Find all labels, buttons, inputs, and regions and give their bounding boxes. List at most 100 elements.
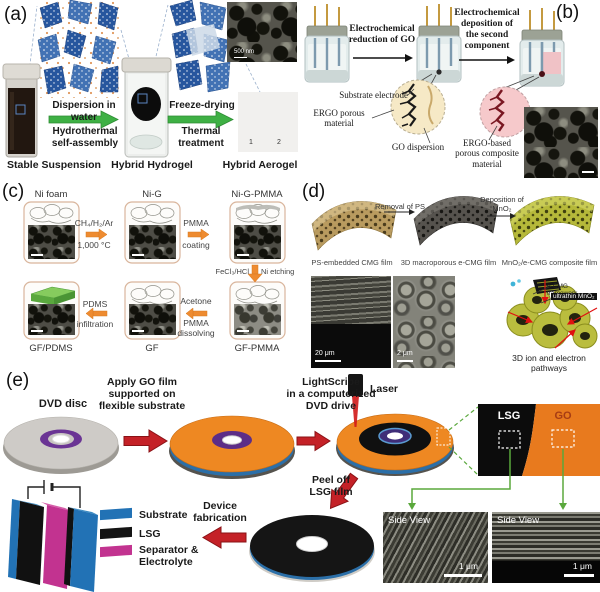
panel-a-graphics xyxy=(2,0,293,158)
step-removal-ps: Removal of PS xyxy=(374,202,426,211)
side-view-label: Side View xyxy=(497,515,540,526)
magnifier-composite xyxy=(479,75,540,141)
slab-ps-cmg xyxy=(311,201,397,251)
sem-image-aerogel-inset: 500 nm xyxy=(227,2,297,62)
step-pdms: PDMS xyxy=(82,299,108,309)
dvd-disc xyxy=(3,416,119,474)
caption-ps-cmg: PS-embedded CMG film xyxy=(311,258,393,267)
caption-pathways: 3D ion and electron pathways xyxy=(512,353,586,373)
label-ergo-composite: ERGO-based porous composite material xyxy=(455,138,519,169)
scale-text: 1 μm xyxy=(572,561,592,571)
pink-solution xyxy=(542,52,561,74)
step-lightscribe: LightScribe in a computerized DVD drive xyxy=(286,376,376,413)
step-pmma: PMMA xyxy=(183,218,209,228)
lsg-sample-box xyxy=(498,430,521,449)
step-dispersion: Dispersion in water xyxy=(52,100,116,123)
legend-label-lsg: LSG xyxy=(139,528,161,540)
scale-bar xyxy=(564,574,594,577)
sem-gf-pmma xyxy=(234,304,281,335)
scale-bar xyxy=(234,56,247,58)
photo-aerogel xyxy=(238,92,298,152)
lasered-disc xyxy=(336,413,454,476)
step-apply-go: Apply GO film supported on flexible subs… xyxy=(98,376,186,413)
side-view-label: Side View xyxy=(388,515,431,526)
caption-ecmg: 3D macroporous e-CMG film xyxy=(400,258,497,267)
step-deposition: Electrochemical deposition of the second… xyxy=(454,8,520,51)
orange-arrow-growth xyxy=(85,231,100,238)
scale-bar xyxy=(582,171,594,173)
red-arrow-coat xyxy=(123,429,168,453)
panel-e-graphics xyxy=(3,374,600,592)
red-arrow-peel xyxy=(329,472,359,510)
orange-arrow-coating xyxy=(187,231,202,238)
sem-cross-section: 20 μm xyxy=(311,276,391,368)
caption-stable-suspension: Stable Suspension xyxy=(7,159,101,171)
caption-hybrid-aerogel: Hybrid Aerogel xyxy=(222,159,298,171)
step-temperature: 1,000 °C xyxy=(77,240,111,250)
sem-gf-pdms xyxy=(28,304,75,335)
lsg-go-inset xyxy=(478,404,600,476)
step-hydrothermal: Hydrothermal self-assembly xyxy=(51,126,119,149)
sem-lsg-side-view: Side View 1 μm xyxy=(383,512,488,583)
ruler-number-2: 2 xyxy=(277,139,281,146)
label-ni-g-pmma: Ni-G-PMMA xyxy=(231,189,283,200)
step-freeze-drying: Freeze-drying xyxy=(169,100,235,111)
magnifier-ergo xyxy=(371,73,446,144)
step-ni-etching: Ni etching xyxy=(261,267,295,276)
render-3d-pathways xyxy=(506,277,598,349)
step-fecl3: FeCl₃/HCl xyxy=(215,267,249,276)
label-gf-pmma: GF-PMMA xyxy=(234,343,280,354)
panel-d-graphics xyxy=(311,196,598,349)
green-arrow-step1 xyxy=(48,110,119,129)
step-deposition-mno2: Deposition of MnO₂ xyxy=(480,195,524,213)
sem-ni-g xyxy=(129,225,176,259)
label-gf-pdms: GF/PDMS xyxy=(29,343,73,354)
ruler-number-1: 1 xyxy=(249,139,253,146)
label-go-dispersion: GO dispersion xyxy=(391,142,445,152)
caption-hybrid-hydrogel: Hybrid Hydrogel xyxy=(111,159,193,171)
vial-stable-suspension xyxy=(2,63,41,158)
caption-laser: Laser xyxy=(370,383,399,395)
pdms-slab xyxy=(30,286,76,305)
label-ni-foam: Ni foam xyxy=(34,189,68,200)
scale-text: 2 μm xyxy=(397,350,413,357)
caption-dvd-disc: DVD disc xyxy=(38,398,88,410)
orange-arrow-infiltration xyxy=(92,310,108,317)
orange-arrow-dissolving xyxy=(192,310,208,317)
go-coated-disc xyxy=(169,415,295,479)
sem-ni-g-pmma xyxy=(234,225,281,259)
green-arrow-step2 xyxy=(167,110,234,129)
step-dissolving: dissolving xyxy=(177,328,215,338)
zoom-region-box xyxy=(436,427,451,446)
sem-gf xyxy=(129,304,176,335)
scale-bar xyxy=(397,359,413,362)
panel-b-graphics xyxy=(303,2,566,144)
slab-ecmg xyxy=(413,196,499,246)
orange-arrow-etching xyxy=(251,264,259,275)
device-stack xyxy=(8,480,98,592)
step-gas: CH₄/H₂/Ar xyxy=(74,218,114,228)
scale-text: 1 μm xyxy=(458,561,478,571)
scale-bar xyxy=(315,359,341,362)
label-substrate-electrode: Substrate electrode xyxy=(339,90,408,100)
caption-mno2-ecmg: MnO₂/e-CMG composite film xyxy=(501,258,598,267)
step-device-fabrication: Device fabrication xyxy=(193,500,247,525)
step-acetone: Acetone xyxy=(180,296,212,306)
scale-bar xyxy=(444,574,482,577)
scale-text: 20 μm xyxy=(315,350,335,357)
sem-image-ergo-composite xyxy=(524,107,598,178)
red-arrow-device xyxy=(202,526,247,549)
panel-label-a: (a) xyxy=(4,4,28,25)
step-peel-off: Peel off LSG film xyxy=(309,474,353,499)
go-sample-box xyxy=(551,429,575,448)
panel-label-c: (c) xyxy=(2,181,25,202)
step-thermal: Thermal treatment xyxy=(178,126,224,149)
vial-hybrid-hydrogel xyxy=(121,57,172,158)
panel-label-b: (b) xyxy=(556,2,580,23)
label-ni-g: Ni-G xyxy=(142,189,162,200)
step-infiltration: infiltration xyxy=(76,319,114,329)
legend-label-separator: Separator & Electrolyte xyxy=(139,544,199,569)
scale-text: 500 nm xyxy=(234,49,255,55)
legend-label-substrate: Substrate xyxy=(139,509,188,521)
sem-go-side-view: Side View 1 μm xyxy=(492,512,600,583)
